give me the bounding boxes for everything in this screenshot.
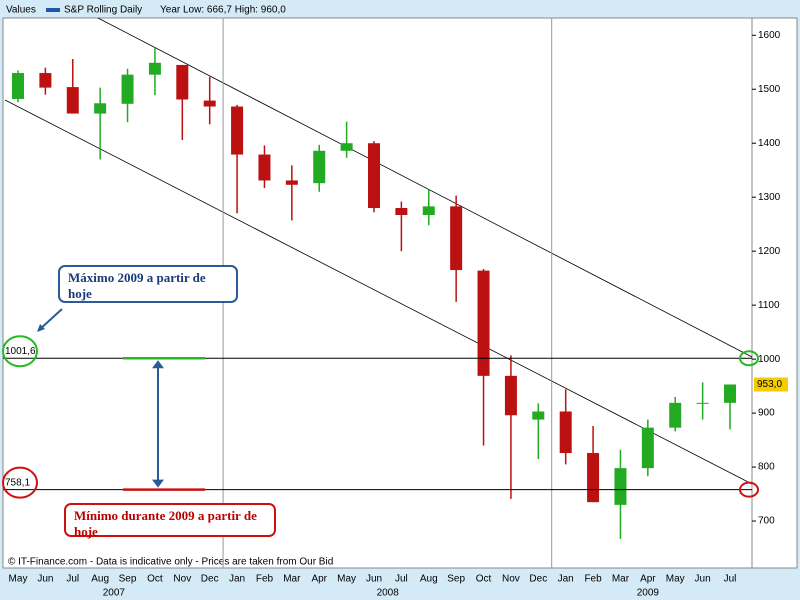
reference-circle bbox=[739, 481, 759, 498]
body bbox=[121, 74, 134, 104]
x-tick-label: May bbox=[337, 574, 356, 585]
x-tick-label: Aug bbox=[91, 574, 109, 585]
year-label: 2008 bbox=[377, 588, 400, 599]
body bbox=[669, 402, 682, 428]
body bbox=[532, 411, 545, 420]
x-tick-label: May bbox=[666, 574, 685, 585]
y-tick-label: 1200 bbox=[758, 246, 781, 257]
annotation-max: Máximo 2009 a partir de hoje bbox=[58, 265, 238, 303]
body bbox=[504, 375, 517, 416]
body bbox=[231, 106, 244, 155]
body bbox=[313, 150, 326, 184]
legend: S&P Rolling Daily bbox=[64, 5, 142, 16]
x-tick-label: Dec bbox=[201, 574, 219, 585]
header-title: Values bbox=[6, 5, 36, 16]
body bbox=[12, 73, 24, 99]
x-tick-label: Sep bbox=[119, 574, 137, 585]
reference-label: 758,1 bbox=[5, 477, 30, 488]
x-tick-label: Dec bbox=[529, 574, 547, 585]
body bbox=[477, 270, 490, 376]
channel-lower bbox=[4, 99, 753, 485]
arrow bbox=[38, 308, 63, 331]
y-tick-label: 900 bbox=[758, 408, 775, 419]
body bbox=[395, 207, 408, 216]
footer: © IT-Finance.com - Data is indicative on… bbox=[8, 557, 333, 568]
x-tick-label: Oct bbox=[147, 574, 163, 585]
x-tick-label: Jul bbox=[724, 574, 737, 585]
legend-swatch bbox=[46, 8, 60, 12]
x-tick-label: Nov bbox=[173, 574, 191, 585]
x-tick-label: Feb bbox=[584, 574, 602, 585]
range-info: Year Low: 666,7 High: 960,0 bbox=[160, 5, 286, 16]
x-tick-label: Mar bbox=[283, 574, 301, 585]
y-tick-label: 800 bbox=[758, 462, 775, 473]
body bbox=[39, 73, 52, 88]
reference-circle bbox=[2, 335, 38, 368]
y-tick-label: 1600 bbox=[758, 30, 781, 41]
body bbox=[148, 62, 161, 75]
body bbox=[641, 427, 654, 469]
x-tick-label: Jun bbox=[366, 574, 382, 585]
y-tick-label: 1000 bbox=[758, 354, 781, 365]
arrow-head bbox=[152, 360, 164, 369]
body bbox=[724, 384, 736, 403]
body bbox=[559, 411, 572, 454]
annotation-min: Mínimo durante 2009 a partir de hoje bbox=[64, 503, 276, 539]
y-tick-label: 1500 bbox=[758, 84, 781, 95]
x-tick-label: Aug bbox=[420, 574, 438, 585]
x-tick-label: Jul bbox=[66, 574, 79, 585]
x-tick-label: Jul bbox=[395, 574, 408, 585]
x-tick-label: Feb bbox=[256, 574, 274, 585]
body bbox=[203, 100, 216, 107]
y-tick-label: 1300 bbox=[758, 192, 781, 203]
year-label: 2007 bbox=[103, 588, 126, 599]
reference-circle bbox=[2, 466, 38, 499]
x-tick-label: Jun bbox=[37, 574, 53, 585]
x-tick-label: Mar bbox=[612, 574, 630, 585]
x-tick-label: Jan bbox=[558, 574, 574, 585]
y-tick-label: 700 bbox=[758, 516, 775, 527]
body bbox=[422, 206, 435, 216]
body bbox=[66, 87, 79, 114]
body bbox=[368, 143, 380, 208]
x-tick-label: Nov bbox=[502, 574, 520, 585]
last-price-label: 953,0 bbox=[757, 379, 782, 390]
x-tick-label: May bbox=[9, 574, 28, 585]
body bbox=[176, 64, 189, 100]
x-tick-label: Jan bbox=[229, 574, 245, 585]
year-label: 2009 bbox=[637, 588, 660, 599]
reference-label: 1001,6 bbox=[5, 346, 36, 357]
channel-upper bbox=[97, 17, 753, 358]
y-tick-label: 1100 bbox=[758, 300, 780, 311]
reference-circle bbox=[739, 350, 759, 367]
x-tick-label: Oct bbox=[476, 574, 492, 585]
axis-area bbox=[751, 17, 798, 569]
body bbox=[94, 103, 107, 114]
x-tick-label: Apr bbox=[311, 574, 327, 585]
x-tick-label: Sep bbox=[447, 574, 465, 585]
body bbox=[450, 206, 463, 271]
x-tick-label: Jun bbox=[695, 574, 711, 585]
body bbox=[285, 180, 298, 185]
arrow-head bbox=[37, 324, 45, 332]
body bbox=[614, 468, 627, 505]
arrow-head bbox=[152, 479, 164, 488]
body bbox=[587, 453, 600, 503]
x-tick-label: Apr bbox=[640, 574, 656, 585]
body bbox=[258, 154, 271, 181]
body bbox=[340, 143, 353, 151]
y-tick-label: 1400 bbox=[758, 138, 781, 149]
body bbox=[696, 402, 709, 404]
last-price-box bbox=[754, 377, 788, 392]
